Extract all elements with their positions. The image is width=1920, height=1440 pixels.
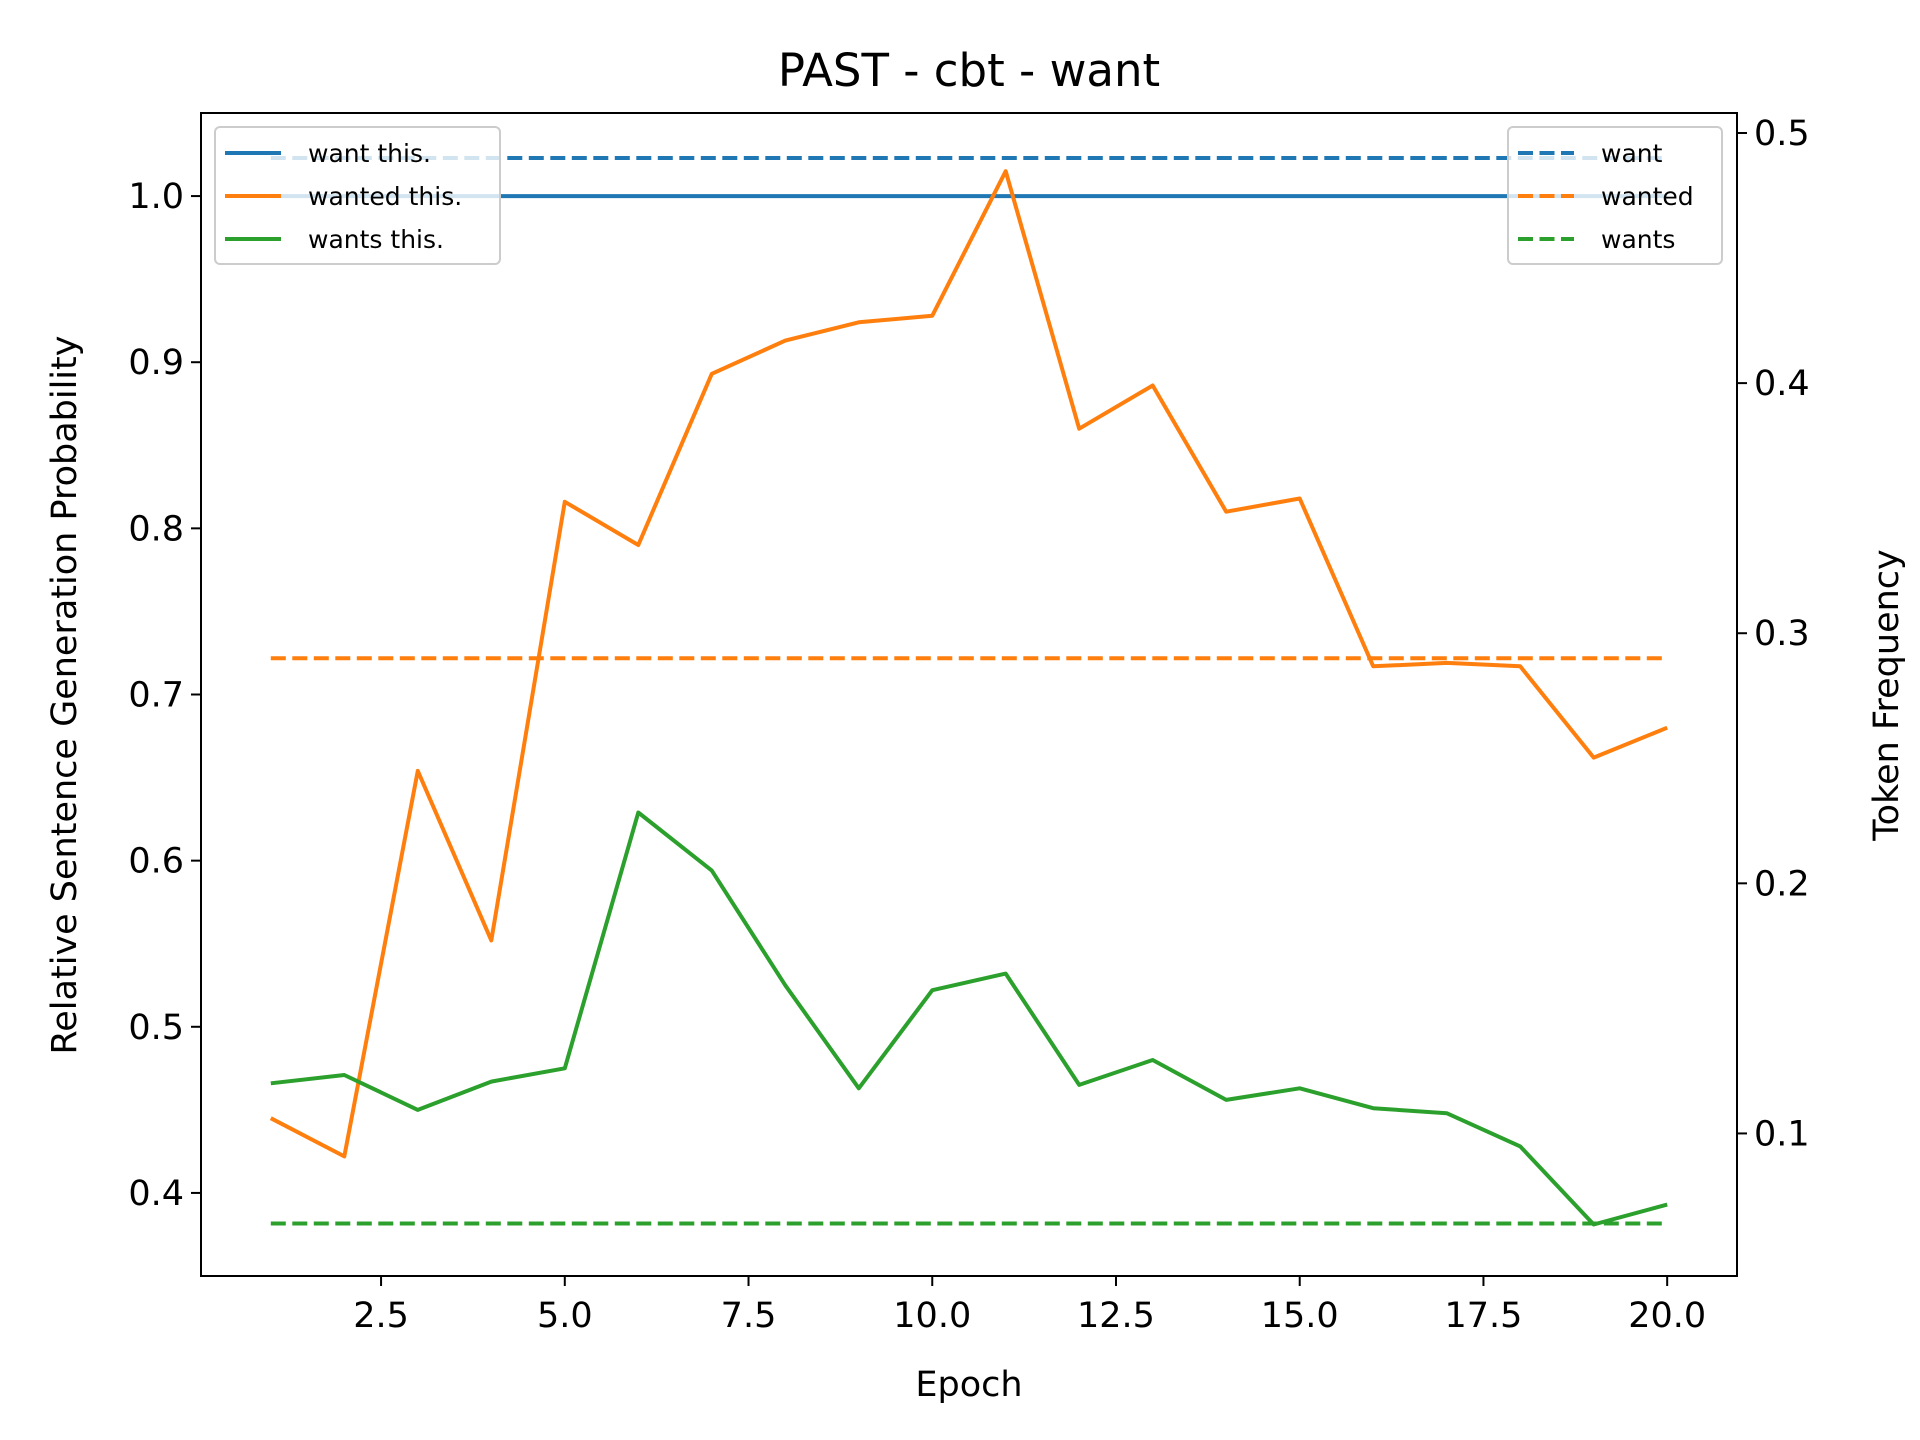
y2-tick-label: 0.2 <box>1754 864 1810 904</box>
x-axis-label: Epoch <box>915 1365 1022 1405</box>
chart-title: PAST - cbt - want <box>778 44 1160 97</box>
y2-tick-label: 0.4 <box>1754 364 1810 404</box>
x-tick-label: 7.5 <box>721 1296 777 1336</box>
legend-label-wants: wants <box>1601 225 1675 254</box>
y-tick-label: 0.9 <box>128 343 184 383</box>
y2-tick-label: 0.1 <box>1754 1114 1810 1154</box>
legend-series-probability: want this. wanted this. wants this. <box>214 126 501 265</box>
y-axis-right: 0.1 0.2 0.3 0.4 0.5 <box>1737 114 1810 1154</box>
y-tick-label: 0.6 <box>128 842 184 882</box>
y2-tick-label: 0.3 <box>1754 614 1810 654</box>
x-tick-label: 5.0 <box>537 1296 593 1336</box>
x-tick-label: 15.0 <box>1261 1296 1339 1336</box>
legend-label-want-this: want this. <box>308 139 431 168</box>
legend-label-wants-this: wants this. <box>308 225 444 254</box>
y-tick-label: 0.7 <box>128 676 184 716</box>
y2-tick-label: 0.5 <box>1754 114 1810 154</box>
x-tick-label: 12.5 <box>1077 1296 1155 1336</box>
x-tick-label: 20.0 <box>1628 1296 1706 1336</box>
y-tick-label: 0.8 <box>128 509 184 549</box>
y-tick-label: 1.0 <box>128 177 184 217</box>
series-line-wants-this <box>270 810 1668 1227</box>
y-axis-left: 0.4 0.5 0.6 0.7 0.8 0.9 1.0 <box>128 177 201 1214</box>
y-tick-label: 0.5 <box>128 1008 184 1048</box>
x-tick-label: 2.5 <box>353 1296 409 1336</box>
y2-axis-label: Token Frequency <box>1867 549 1907 842</box>
x-axis: 2.5 5.0 7.5 10.0 12.5 15.0 17.5 20.0 <box>353 1276 1706 1336</box>
legend-box <box>214 126 501 265</box>
legend-series-frequency: want wanted wants <box>1507 126 1723 265</box>
legend-label-want: want <box>1601 139 1663 168</box>
legend-box <box>1507 126 1723 265</box>
x-tick-label: 17.5 <box>1444 1296 1522 1336</box>
series-line-wanted-this <box>269 169 1668 1159</box>
series-layer <box>269 156 1668 1227</box>
y-axis-label: Relative Sentence Generation Probability <box>45 336 85 1055</box>
y-tick-label: 0.4 <box>128 1174 184 1214</box>
legend-label-wanted-this: wanted this. <box>308 182 462 211</box>
x-tick-label: 10.0 <box>893 1296 971 1336</box>
legend-label-wanted: wanted <box>1601 182 1694 211</box>
